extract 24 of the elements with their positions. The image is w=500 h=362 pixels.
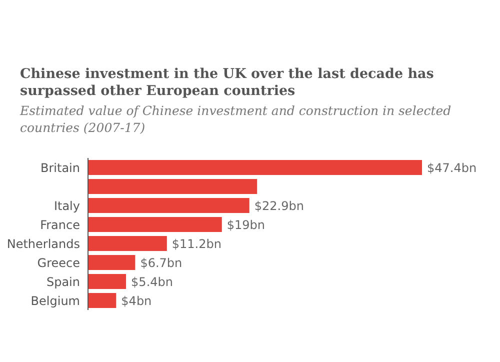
- data-label: $47.4bn: [427, 160, 477, 175]
- y-tick-label: Greece: [37, 256, 80, 270]
- chart-subtitle: Estimated value of Chinese investment and construction in selected countries (2007-17): [20, 102, 452, 136]
- bar: [88, 255, 136, 270]
- y-tick-label: Italy: [54, 198, 80, 213]
- bar: [88, 274, 126, 289]
- chart-title: Chinese investment in the UK over the last decade has surpassed other European countries: [20, 66, 435, 100]
- data-label: $22.9bn: [254, 198, 304, 213]
- bar: [88, 179, 258, 194]
- bar: [88, 198, 250, 213]
- y-tick-label: France: [40, 218, 80, 232]
- bar: [88, 160, 422, 175]
- data-label: $5.4bn: [131, 274, 174, 289]
- y-tick-label: Britain: [40, 160, 80, 175]
- y-tick-label: Netherlands: [6, 236, 80, 251]
- bar: [88, 236, 167, 251]
- data-label: $6.7bn: [140, 256, 182, 270]
- bar: [88, 217, 222, 232]
- data-label: $19bn: [226, 218, 266, 232]
- data-label: $4bn: [121, 294, 152, 308]
- y-tick-label: Belgium: [30, 294, 80, 308]
- bar: [88, 293, 116, 308]
- y-tick-label: Spain: [46, 274, 80, 289]
- data-label: $11.2bn: [172, 236, 222, 251]
